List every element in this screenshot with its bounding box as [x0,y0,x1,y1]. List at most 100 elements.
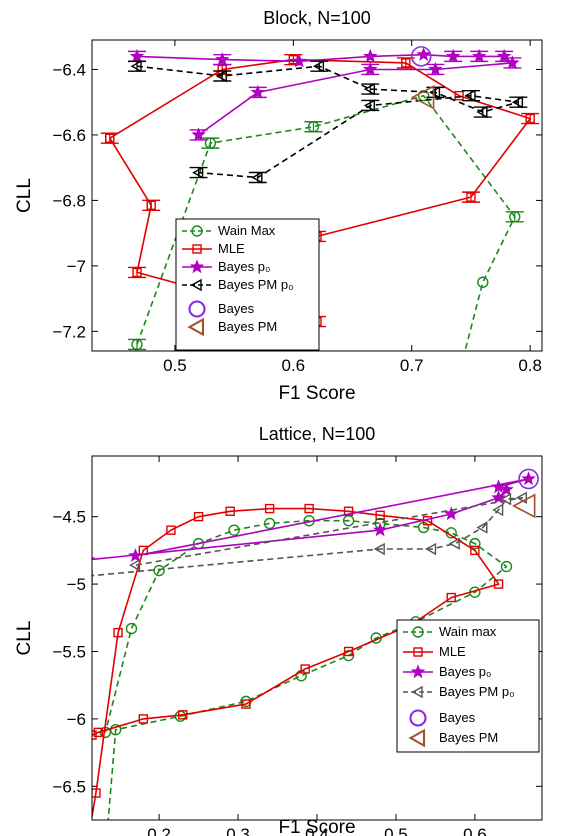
legend-marker [187,317,205,337]
data-point [93,727,104,738]
data-point [476,105,488,119]
data-point [518,468,539,490]
data-point [166,525,176,535]
x-tick-label: 0.3 [226,825,250,836]
data-point [312,59,325,73]
legend-label: MLE [439,644,466,659]
x-tick-label: 0.5 [163,356,187,375]
x-axis-label: F1 Score [278,817,355,836]
data-point [292,53,307,68]
data-point [131,338,143,351]
x-tick-label: 0.8 [518,356,542,375]
data-point [250,84,266,99]
x-tick-label: 0.7 [400,356,424,375]
legend-marker [191,225,203,237]
legend-label: Wain Max [218,223,276,238]
data-point [505,55,520,70]
data-point [113,627,123,638]
data-point [130,59,142,73]
block-chart: Block, N=100 F1 Score CLL 0.5 0.6 0.7 0.8 −6.4 −… [14,8,543,404]
data-point [191,127,206,142]
x-tick-label: 0.5 [384,825,408,836]
legend-box [396,619,540,753]
y-tick-label: −7.2 [52,322,86,341]
data-point [428,61,443,76]
data-point [228,524,240,536]
series-line-3 [92,496,524,577]
legend-label: Bayes [439,710,476,725]
data-point [178,710,188,720]
legend-label: Wain max [439,624,497,639]
data-point [477,276,489,288]
series-line-1 [92,507,500,820]
data-point [92,788,101,798]
data-point [343,646,354,657]
data-point [448,537,460,550]
data-point [138,714,149,724]
data-point [342,649,355,662]
legend-marker-group [408,728,426,748]
data-point [491,490,506,505]
data-point [443,506,459,521]
data-point [476,521,488,534]
data-point [343,506,354,516]
data-point [204,137,217,149]
data-point [410,46,432,67]
data-point [511,96,524,109]
data-point [500,492,512,506]
data-point [410,84,435,110]
legend-marker [410,664,426,679]
data-point [466,192,476,202]
legend-marker-group [409,709,427,727]
data-point [192,166,204,179]
data-point [125,622,138,635]
y-tick-label: −6.6 [52,126,86,145]
data-point [525,113,535,124]
data-point [92,730,97,740]
lattice-chart: Lattice, N=100 F1 Score CLL 0.2 0.3 0.4 0.5 0.6… [14,424,543,836]
y-axis-label: CLL [14,621,35,656]
legend-label: Bayes [218,301,255,316]
data-point [464,89,476,102]
data-point [515,491,527,504]
legend-marker-group [187,317,205,337]
legend-label: Bayes PM p₀ [218,277,293,292]
legend-marker-group [188,300,206,318]
legend-marker [408,728,426,748]
series-group [92,468,539,820]
data-point [372,522,388,537]
series-line-0 [104,519,508,820]
legend-marker [413,647,423,657]
data-point [363,99,375,112]
legend-marker [409,709,427,727]
legend-label: MLE [218,241,245,256]
data-point [193,511,204,522]
data-point [446,592,456,603]
y-tick-label: −6.8 [52,191,86,210]
legend: Wain max MLE Bayes p₀ Bayes PM p₀ Bayes Bayes… [396,619,540,753]
data-point [215,69,227,83]
legend-marker [190,278,202,292]
data-point [92,557,96,567]
data-point [454,90,464,101]
series-line-2 [92,478,530,561]
legend-label: Bayes p₀ [439,664,491,679]
data-point [128,548,143,562]
legend-label: Bayes PM p₀ [439,684,514,699]
data-point [492,503,504,517]
data-point [225,506,235,516]
series-group [100,46,540,402]
legend-marker [192,244,202,254]
data-point [300,664,310,674]
legend-label: Bayes PM [439,730,498,745]
legend-marker [411,685,423,699]
legend-marker [412,626,424,638]
data-point [128,559,141,572]
data-point [493,579,504,589]
data-point [146,200,156,211]
data-point [448,392,458,402]
data-point [251,171,263,184]
y-tick-label: −5.5 [52,642,86,661]
data-point [428,86,441,99]
